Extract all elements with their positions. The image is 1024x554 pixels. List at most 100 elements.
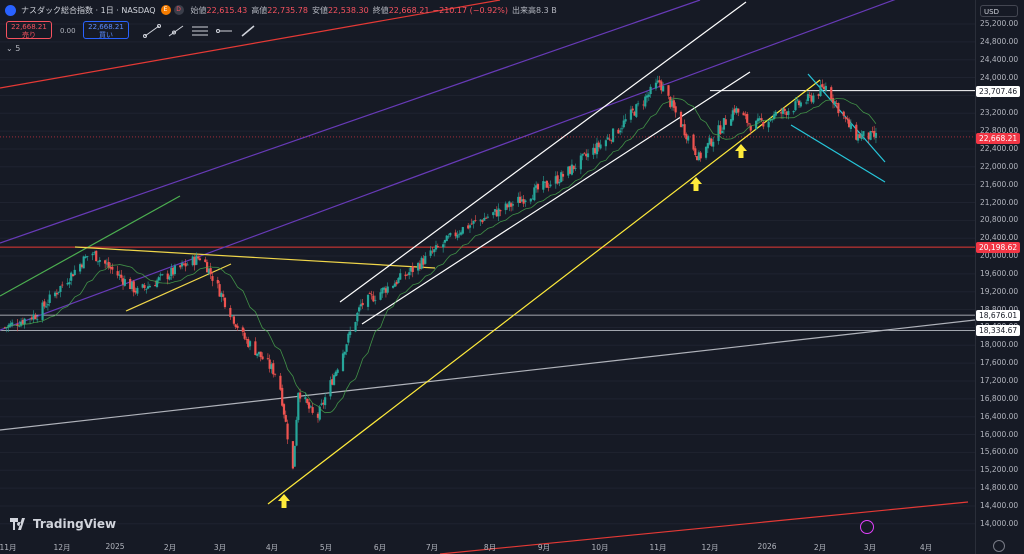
candle-body: [531, 198, 534, 200]
sell-button[interactable]: 22,668.21 売り: [6, 21, 52, 39]
candle-body: [731, 110, 734, 121]
dividend-badge[interactable]: D: [173, 5, 184, 15]
brand-name: TradingView: [33, 517, 117, 531]
currency-selector[interactable]: USD: [980, 5, 1018, 17]
candle-body: [366, 294, 370, 307]
candle-body: [654, 82, 658, 89]
time-axis-label: 4月: [919, 543, 933, 552]
candle-body: [356, 312, 359, 322]
candle-body: [220, 292, 223, 298]
candle-body: [771, 119, 774, 121]
price-axis-label: 19,600.00: [980, 268, 1019, 278]
candle-body: [472, 220, 475, 224]
candle-body: [324, 397, 327, 406]
candle-body: [660, 81, 663, 91]
candle-body: [633, 111, 636, 116]
candle-body: [184, 263, 187, 267]
candle-body: [493, 209, 497, 212]
buy-button[interactable]: 22,668.21 買い: [83, 21, 129, 39]
candle-body: [767, 121, 770, 128]
candle-body: [331, 379, 334, 385]
replay-icon[interactable]: [860, 520, 874, 534]
parallel-channel-icon[interactable]: [191, 24, 209, 38]
time-axis-label: 3月: [213, 543, 227, 552]
price-axis-label: 14,800.00: [980, 483, 1019, 493]
candle-body: [679, 111, 683, 127]
candle-body: [817, 94, 820, 96]
pencil-icon[interactable]: [239, 24, 257, 38]
symbol-title[interactable]: ナスダック総合指数 · 1日 · NASDAQ: [21, 5, 156, 15]
candle-body: [449, 232, 452, 236]
candle-body: [729, 119, 733, 126]
candle-body: [586, 153, 590, 158]
candle-body: [456, 234, 459, 238]
candle-body: [429, 250, 432, 256]
candle-body: [470, 223, 473, 225]
horizontal-ray-icon[interactable]: [215, 24, 233, 38]
candle-body: [486, 216, 489, 218]
candle-body: [481, 220, 484, 223]
candle-body: [95, 250, 98, 262]
candle-body: [594, 148, 597, 154]
candle-body: [874, 132, 878, 138]
level-tag-20198: 20,198.62: [976, 242, 1021, 253]
currency-label: USD: [984, 8, 999, 16]
candle-body: [819, 85, 822, 97]
candle-body: [154, 285, 157, 287]
candle-body: [370, 294, 373, 296]
candle-body: [247, 339, 250, 347]
candle-body: [270, 364, 273, 370]
time-axis-label: 11月: [649, 543, 667, 552]
price-axis-label: 17,200.00: [980, 376, 1019, 385]
candle-body: [824, 85, 827, 91]
price-axis-label: 24,000.00: [980, 72, 1019, 82]
close-label: 終値: [372, 5, 389, 15]
candle-body: [361, 302, 364, 306]
candle-body: [622, 120, 625, 128]
price-axis-label: 19,200.00: [980, 286, 1019, 296]
tradingview-logo[interactable]: TradingView: [10, 517, 116, 531]
candle-body: [123, 279, 126, 286]
candle-body: [706, 143, 709, 149]
candle-body: [830, 87, 833, 100]
earnings-badge[interactable]: E: [160, 5, 171, 15]
candle-body: [479, 219, 482, 222]
candle-body: [692, 134, 695, 150]
candle-body: [204, 259, 207, 263]
candle-body: [492, 212, 495, 216]
ray-line-icon[interactable]: [167, 24, 185, 38]
candle-body: [708, 137, 711, 145]
candle-body: [611, 128, 615, 142]
candle-body: [232, 316, 236, 324]
candle-body: [535, 185, 538, 188]
time-axis-label: 8月: [483, 543, 497, 552]
level-tag-23707: 23,707.46: [976, 86, 1021, 97]
candle-body: [873, 130, 876, 137]
candle-body: [32, 314, 35, 320]
symbol-header: ナスダック総合指数 · 1日 · NASDAQ E D 始値 22,615.43 …: [0, 0, 975, 20]
candle-body: [422, 258, 425, 265]
candle-body: [662, 86, 665, 92]
price-axis-label: 18,800.00: [980, 305, 1018, 314]
candle-body: [420, 257, 423, 269]
sell-label: 売り: [22, 31, 36, 39]
chart-canvas[interactable]: [0, 0, 975, 554]
candle-body: [549, 184, 552, 187]
candle-body: [658, 80, 661, 83]
time-axis-label: 5月: [319, 543, 333, 552]
gear-icon[interactable]: [993, 540, 1005, 552]
price-axis-label: 22,400.00: [980, 143, 1019, 153]
candle-body: [186, 264, 189, 266]
candle-body: [844, 117, 847, 119]
candle-body: [170, 268, 173, 277]
candle-body: [82, 256, 85, 269]
interval-selector[interactable]: ⌄ 5: [6, 44, 20, 53]
candle-body: [735, 107, 738, 114]
candle-body: [79, 264, 82, 272]
candle-body: [849, 123, 853, 129]
trend-line-icon[interactable]: [143, 24, 161, 38]
price-axis-label: 16,800.00: [980, 393, 1019, 403]
high-label: 高値: [251, 5, 268, 15]
red-lower-line: [439, 501, 969, 554]
price-axis-label: 14,400.00: [980, 500, 1019, 510]
